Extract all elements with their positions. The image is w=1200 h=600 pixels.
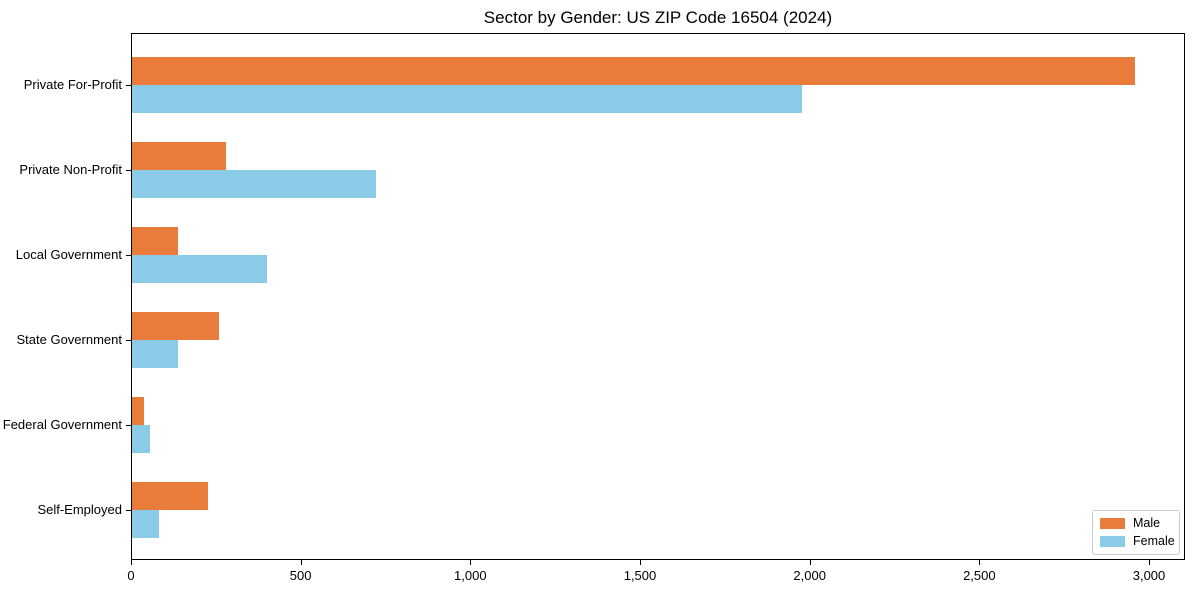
- x-tick-label: 2,000: [793, 568, 826, 583]
- y-tick-mark: [126, 340, 131, 341]
- x-tick-mark: [470, 560, 472, 565]
- y-tick-mark: [126, 510, 131, 511]
- bar-female-5: [132, 425, 151, 453]
- chart-title: Sector by Gender: US ZIP Code 16504 (202…: [483, 8, 833, 27]
- x-tick-label: 2,500: [963, 568, 996, 583]
- y-tick-label: Local Government: [15, 247, 122, 262]
- legend-entry-female: Female: [1100, 535, 1175, 548]
- x-tick-label: 3,000: [1132, 568, 1166, 583]
- bar-male-6: [132, 482, 209, 510]
- legend-swatch-female-icon: [1100, 536, 1125, 547]
- y-tick-label: Private For-Profit: [23, 77, 122, 92]
- legend-entry-male: Male: [1100, 517, 1171, 530]
- bar-female-2: [132, 170, 376, 198]
- legend-label-female: Female: [1133, 534, 1175, 548]
- y-tick-mark: [126, 425, 131, 426]
- x-tick-label: 1,500: [623, 568, 657, 583]
- bar-male-3: [132, 227, 178, 255]
- legend-swatch-male-icon: [1100, 518, 1125, 529]
- x-tick-mark: [809, 560, 811, 565]
- bar-male-4: [132, 312, 220, 340]
- bar-male-1: [132, 57, 1135, 85]
- y-tick-mark: [126, 85, 131, 86]
- x-tick-label: 0: [127, 568, 135, 583]
- legend-label-male: Male: [1133, 516, 1161, 530]
- plot-area: [131, 33, 1185, 560]
- y-tick-mark: [126, 255, 131, 256]
- y-tick-label: State Government: [16, 332, 123, 347]
- x-tick-label: 500: [289, 568, 312, 583]
- y-tick-mark: [126, 170, 131, 171]
- bar-female-4: [132, 340, 178, 368]
- x-tick-mark: [1149, 560, 1151, 565]
- y-tick-label: Federal Government: [2, 417, 122, 432]
- x-tick-mark: [300, 560, 302, 565]
- bar-male-2: [132, 142, 227, 170]
- x-tick-mark: [131, 560, 132, 565]
- x-tick-mark: [640, 560, 641, 565]
- y-tick-label: Self-Employed: [37, 502, 122, 517]
- bar-female-6: [132, 510, 160, 538]
- y-tick-label: Private Non-Profit: [19, 162, 122, 177]
- x-tick-label: 1,000: [454, 568, 487, 583]
- bar-female-1: [132, 85, 802, 113]
- bar-male-5: [132, 397, 144, 425]
- legend: Male Female: [1092, 510, 1180, 555]
- bar-female-3: [132, 255, 267, 283]
- x-tick-mark: [979, 560, 981, 565]
